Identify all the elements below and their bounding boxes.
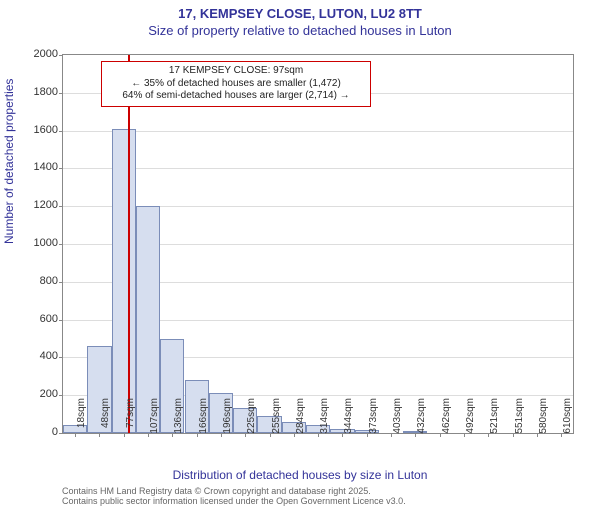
callout-line-2: ← 35% of detached houses are smaller (1,… <box>108 78 364 91</box>
y-tick-label: 400 <box>40 350 58 362</box>
x-tick-label: 373sqm <box>368 398 379 438</box>
footer-attribution-1: Contains HM Land Registry data © Crown c… <box>62 486 371 496</box>
y-tick-label: 1000 <box>34 237 58 249</box>
y-tick-label: 1400 <box>34 161 58 173</box>
y-tick-label: 200 <box>40 388 58 400</box>
x-tick-label: 580sqm <box>538 398 549 438</box>
y-tick-label: 800 <box>40 275 58 287</box>
x-tick-label: 284sqm <box>295 398 306 438</box>
gridline <box>63 131 573 132</box>
y-tick-label: 2000 <box>34 48 58 60</box>
x-tick-label: 48sqm <box>100 398 111 438</box>
x-tick-label: 314sqm <box>319 398 330 438</box>
chart-plot-area: 17 KEMPSEY CLOSE: 97sqm← 35% of detached… <box>62 54 574 434</box>
y-tick-label: 1800 <box>34 86 58 98</box>
y-tick-label: 1600 <box>34 124 58 136</box>
x-tick-label: 403sqm <box>392 398 403 438</box>
y-tick-mark <box>59 433 63 434</box>
x-tick-label: 521sqm <box>489 398 500 438</box>
x-tick-label: 18sqm <box>76 398 87 438</box>
chart-title-line2: Size of property relative to detached ho… <box>0 23 600 38</box>
x-tick-label: 492sqm <box>465 398 476 438</box>
y-tick-mark <box>59 320 63 321</box>
x-tick-label: 551sqm <box>514 398 525 438</box>
y-tick-mark <box>59 395 63 396</box>
x-tick-label: 610sqm <box>562 398 573 438</box>
x-tick-label: 107sqm <box>149 398 160 438</box>
chart-title-line1: 17, KEMPSEY CLOSE, LUTON, LU2 8TT <box>0 6 600 21</box>
x-tick-label: 196sqm <box>222 398 233 438</box>
x-tick-label: 432sqm <box>416 398 427 438</box>
histogram-bar <box>112 129 136 433</box>
y-tick-mark <box>59 282 63 283</box>
callout-line-3: 64% of semi-detached houses are larger (… <box>108 90 364 103</box>
x-tick-label: 136sqm <box>173 398 184 438</box>
x-tick-label: 462sqm <box>441 398 452 438</box>
y-tick-mark <box>59 131 63 132</box>
x-tick-label: 344sqm <box>343 398 354 438</box>
y-tick-mark <box>59 55 63 56</box>
x-tick-label: 77sqm <box>125 398 136 438</box>
y-tick-mark <box>59 93 63 94</box>
y-tick-mark <box>59 357 63 358</box>
y-axis-label: Number of detached properties <box>2 79 16 244</box>
y-tick-label: 0 <box>52 426 58 438</box>
x-tick-label: 225sqm <box>246 398 257 438</box>
x-tick-label: 255sqm <box>271 398 282 438</box>
y-tick-mark <box>59 168 63 169</box>
y-tick-mark <box>59 244 63 245</box>
x-tick-label: 166sqm <box>198 398 209 438</box>
y-tick-label: 1200 <box>34 199 58 211</box>
callout-line-1: 17 KEMPSEY CLOSE: 97sqm <box>108 65 364 78</box>
y-tick-label: 600 <box>40 313 58 325</box>
property-marker-line <box>128 55 130 433</box>
y-tick-mark <box>59 206 63 207</box>
gridline <box>63 168 573 169</box>
property-callout-box: 17 KEMPSEY CLOSE: 97sqm← 35% of detached… <box>101 61 371 107</box>
footer-attribution-2: Contains public sector information licen… <box>62 496 406 506</box>
x-axis-label: Distribution of detached houses by size … <box>0 468 600 482</box>
